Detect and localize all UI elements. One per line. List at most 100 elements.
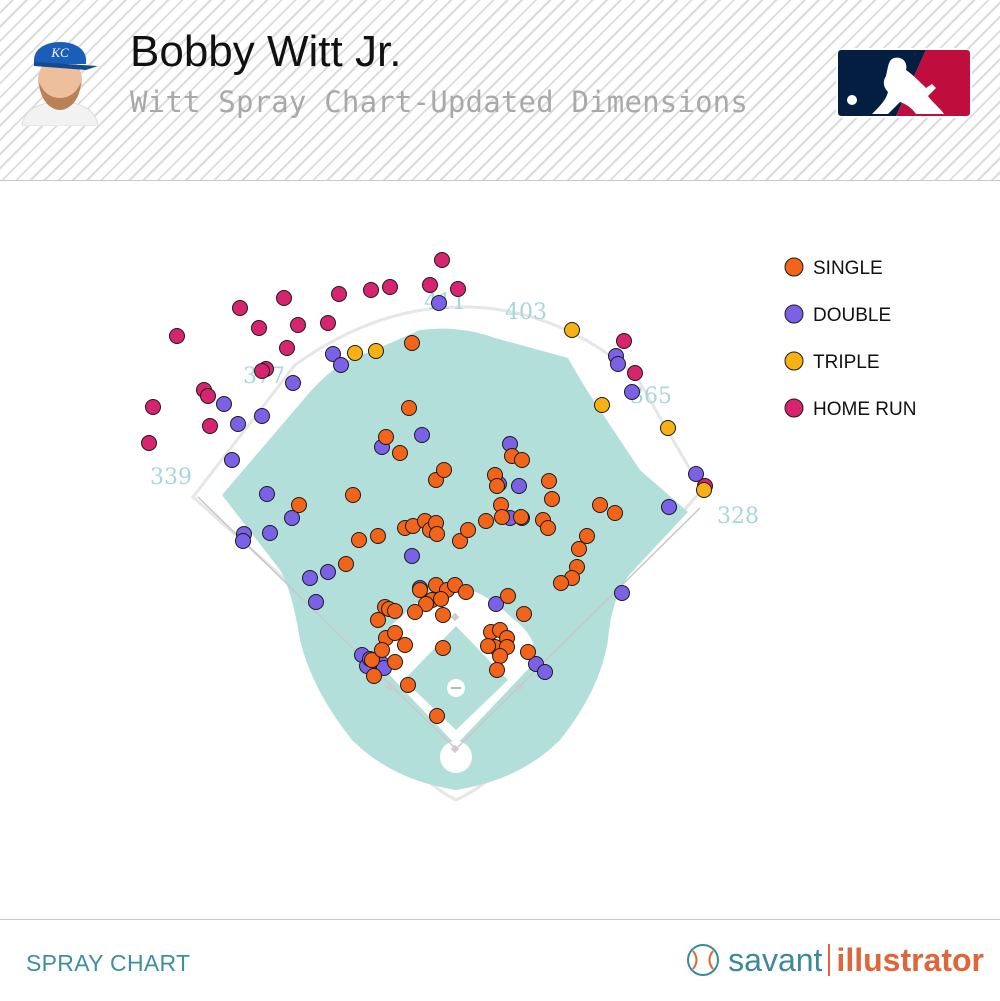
- chart-subtitle: Witt Spray Chart-Updated Dimensions: [130, 85, 749, 119]
- hit-point-home-run: [145, 399, 161, 415]
- brand-divider: [828, 944, 831, 976]
- legend-item-triple: TRIPLE: [784, 351, 880, 373]
- hit-point-single: [460, 522, 476, 538]
- series-home-run: [141, 252, 713, 494]
- hit-point-double: [235, 533, 251, 549]
- hit-point-double: [216, 396, 232, 412]
- hit-point-triple: [660, 420, 676, 436]
- hit-point-single: [400, 677, 416, 693]
- legend-item-home-run: HOME RUN: [784, 398, 916, 420]
- hit-point-single: [412, 582, 428, 598]
- home-plate-area: [440, 741, 472, 773]
- hit-point-single: [592, 497, 608, 513]
- hit-point-single: [607, 505, 623, 521]
- legend-label: SINGLE: [813, 258, 883, 279]
- hit-point-single: [374, 642, 390, 658]
- brand-illustrator: illustrator: [836, 941, 984, 978]
- fence-distance-label: 339: [150, 465, 192, 490]
- legend-label: TRIPLE: [813, 352, 880, 373]
- hit-point-home-run: [450, 281, 466, 297]
- hit-point-single: [489, 662, 505, 678]
- hit-point-single: [489, 478, 505, 494]
- hit-point-triple: [696, 482, 712, 498]
- hit-point-single: [387, 603, 403, 619]
- hit-point-single: [338, 556, 354, 572]
- hit-point-double: [624, 384, 640, 400]
- hit-point-double: [511, 478, 527, 494]
- hit-point-home-run: [290, 317, 306, 333]
- hit-point-single: [458, 584, 474, 600]
- hit-point-double: [610, 356, 626, 372]
- hit-point-double: [230, 416, 246, 432]
- hit-point-single: [387, 625, 403, 641]
- hit-point-double: [661, 499, 677, 515]
- hit-point-single: [392, 445, 408, 461]
- hit-point-double: [308, 594, 324, 610]
- hit-point-triple: [564, 322, 580, 338]
- hit-point-single: [366, 668, 382, 684]
- hit-point-double: [688, 466, 704, 482]
- hit-point-single: [378, 429, 394, 445]
- legend-item-single: SINGLE: [784, 257, 883, 279]
- player-avatar: KC: [21, 42, 99, 126]
- hit-point-triple: [347, 345, 363, 361]
- hit-point-single: [513, 509, 529, 525]
- hit-point-single: [478, 513, 494, 529]
- hit-point-double: [320, 564, 336, 580]
- hit-point-single: [579, 528, 595, 544]
- fence-distance-label: 328: [717, 504, 759, 529]
- hit-point-home-run: [202, 418, 218, 434]
- hit-point-home-run: [251, 320, 267, 336]
- legend-item-double: DOUBLE: [784, 304, 891, 326]
- hit-point-single: [397, 637, 413, 653]
- hit-point-single: [500, 588, 516, 604]
- hit-point-single: [291, 497, 307, 513]
- hit-point-double: [285, 375, 301, 391]
- hit-point-home-run: [141, 435, 157, 451]
- hit-point-single: [407, 604, 423, 620]
- hit-point-single: [370, 528, 386, 544]
- hit-point-single: [429, 708, 445, 724]
- brand-savant: savant: [728, 941, 823, 978]
- hit-point-double: [254, 408, 270, 424]
- hit-point-single: [364, 652, 380, 668]
- hit-point-home-run: [320, 315, 336, 331]
- hit-point-home-run: [616, 333, 632, 349]
- hit-point-triple: [594, 397, 610, 413]
- hit-point-single: [494, 509, 510, 525]
- hit-point-double: [262, 525, 278, 541]
- hit-point-single: [435, 640, 451, 656]
- hit-point-single: [404, 335, 420, 351]
- legend-label: HOME RUN: [813, 399, 916, 420]
- hit-point-home-run: [276, 290, 292, 306]
- hit-point-home-run: [254, 363, 270, 379]
- hit-point-single: [435, 607, 451, 623]
- hit-point-single: [370, 612, 386, 628]
- infield-grass: [404, 626, 508, 730]
- hit-point-home-run: [331, 286, 347, 302]
- hit-point-double: [488, 596, 504, 612]
- legend-swatch: [784, 398, 804, 418]
- hit-point-single: [516, 606, 532, 622]
- hit-point-double: [404, 548, 420, 564]
- hit-point-single: [436, 462, 452, 478]
- hit-point-single: [540, 520, 556, 536]
- footer: SPRAY CHART savant illustrator: [0, 919, 1000, 1001]
- hit-point-single: [345, 487, 361, 503]
- hit-point-home-run: [382, 279, 398, 295]
- hit-point-home-run: [232, 300, 248, 316]
- hit-point-double: [302, 570, 318, 586]
- hit-point-single: [418, 596, 434, 612]
- legend: SINGLE DOUBLE TRIPLE HOME RUN: [784, 257, 916, 420]
- legend-swatch: [784, 257, 804, 277]
- hit-point-single: [520, 644, 536, 660]
- hit-point-home-run: [169, 328, 185, 344]
- hit-point-single: [492, 648, 508, 664]
- baseball-icon: [687, 944, 720, 976]
- hit-point-double: [259, 486, 275, 502]
- hit-point-triple: [368, 343, 384, 359]
- hit-point-double: [614, 585, 630, 601]
- footer-spray-chart-label: SPRAY CHART: [26, 950, 191, 976]
- legend-swatch: [784, 351, 804, 371]
- hit-point-double: [325, 346, 341, 362]
